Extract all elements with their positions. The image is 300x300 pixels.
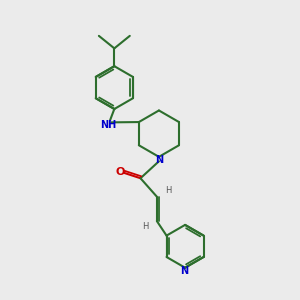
Text: H: H [142,222,149,231]
Text: NH: NH [100,120,116,130]
Text: H: H [165,186,171,195]
Text: O: O [115,167,125,177]
Text: N: N [180,266,188,276]
Text: N: N [155,155,163,165]
